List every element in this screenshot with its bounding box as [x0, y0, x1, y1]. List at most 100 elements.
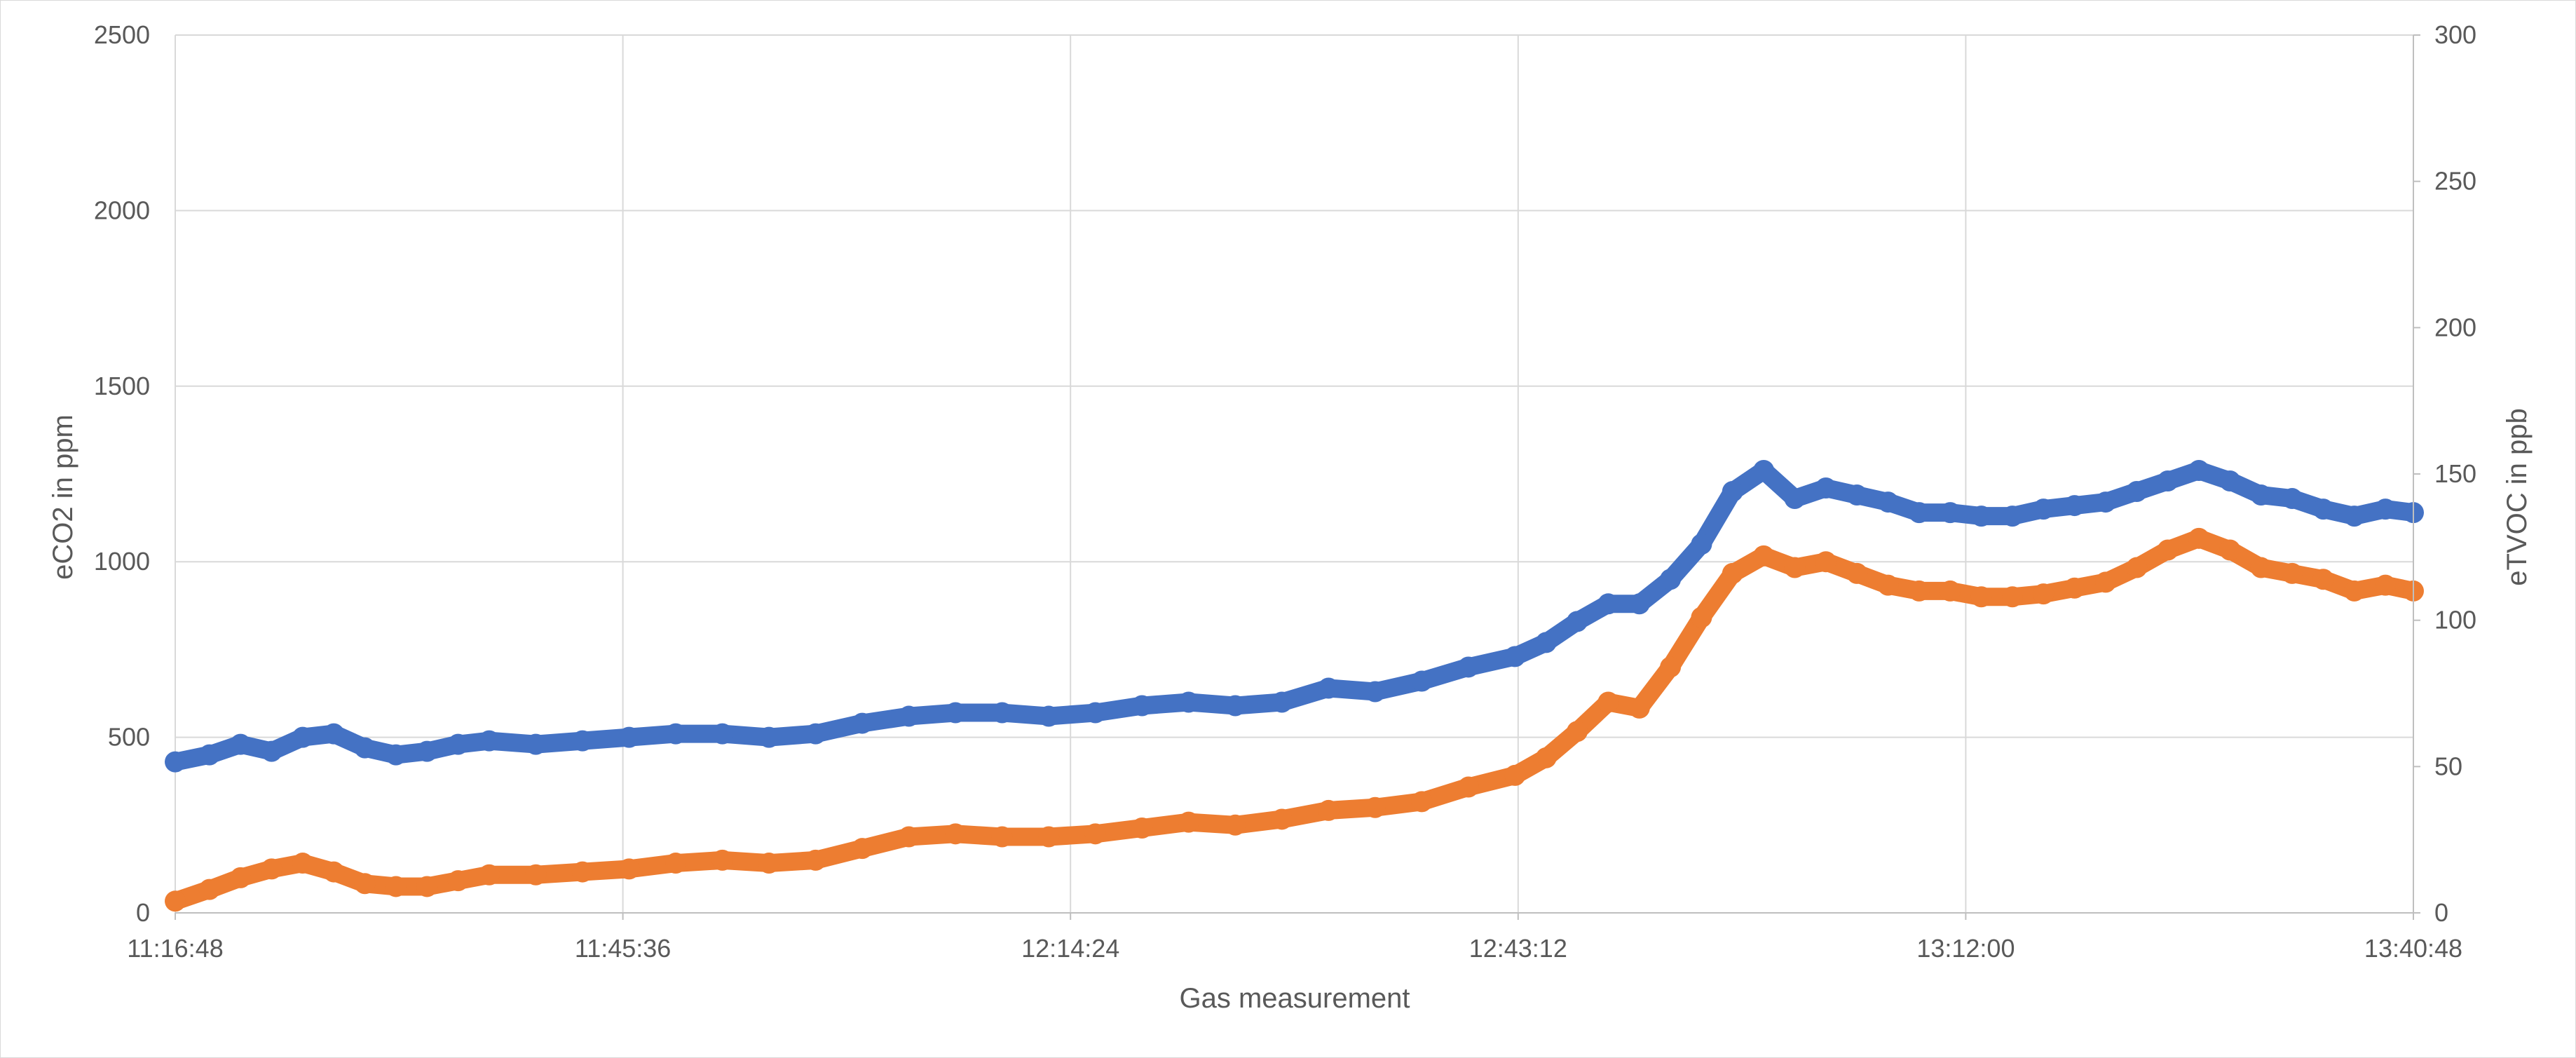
data-point — [2157, 539, 2179, 561]
data-point — [2282, 488, 2303, 510]
data-point — [1411, 670, 1433, 692]
data-point — [852, 838, 873, 860]
data-point — [618, 858, 640, 880]
y-left-tick-label: 500 — [108, 723, 150, 752]
data-point — [1628, 593, 1650, 615]
data-point — [1504, 764, 1526, 786]
x-tick-label: 13:12:00 — [1916, 934, 2015, 963]
y-left-tick-label: 2000 — [94, 196, 150, 224]
y-right-tick-label: 50 — [2434, 752, 2462, 780]
data-point — [618, 726, 640, 748]
data-point — [261, 858, 282, 880]
data-point — [1722, 562, 1743, 584]
data-point — [2188, 459, 2210, 481]
data-point — [1364, 796, 1386, 818]
data-point — [1567, 721, 1588, 742]
x-tick-label: 12:43:12 — [1469, 934, 1567, 963]
data-point — [1038, 826, 1060, 848]
data-point — [2375, 574, 2397, 596]
data-point — [1457, 776, 1479, 798]
data-point — [1225, 814, 1246, 836]
data-point — [711, 723, 733, 745]
data-point — [2312, 569, 2334, 590]
data-point — [416, 740, 438, 762]
data-point — [1784, 557, 1806, 578]
y-axis-right-title: eTVOC in ppb — [2502, 408, 2533, 585]
data-point — [1970, 586, 1992, 608]
data-point — [2064, 577, 2085, 599]
data-point — [1908, 502, 1930, 524]
data-point — [198, 879, 220, 900]
data-point — [898, 826, 920, 848]
data-point — [2250, 557, 2272, 578]
data-point — [1597, 593, 1619, 615]
y-right-tick-label: 100 — [2434, 606, 2476, 635]
data-point — [991, 702, 1013, 724]
data-point — [1846, 484, 1868, 506]
data-point — [198, 744, 220, 766]
data-point — [1084, 702, 1106, 724]
data-point — [1131, 817, 1153, 839]
data-point — [2033, 499, 2054, 520]
data-point — [1722, 481, 1743, 503]
data-point — [2188, 527, 2210, 549]
data-point — [571, 730, 593, 752]
data-point — [1225, 695, 1246, 717]
data-point — [2343, 580, 2365, 602]
data-point — [1597, 691, 1619, 713]
data-point — [1411, 791, 1433, 813]
series-2 — [165, 527, 2424, 912]
data-point — [2219, 470, 2241, 492]
data-point — [478, 864, 500, 886]
x-tick-label: 11:16:48 — [127, 934, 223, 963]
data-point — [230, 867, 252, 888]
data-point — [385, 876, 407, 897]
data-point — [1908, 580, 1930, 602]
data-point — [1940, 580, 1961, 602]
data-point — [1178, 811, 1199, 833]
y-right-tick-label: 300 — [2434, 20, 2476, 49]
data-point — [945, 702, 967, 724]
data-point — [385, 744, 407, 766]
data-point — [2126, 557, 2148, 578]
data-point — [1084, 823, 1106, 845]
y-axis-left-title: eCO2 in ppm — [48, 414, 79, 580]
data-point — [1457, 656, 1479, 678]
data-point — [2375, 499, 2397, 520]
data-point — [1131, 695, 1153, 717]
axes: 0 500 1000 1500 2000 2500 0 50 100 150 200 250 300 11… — [94, 20, 2476, 963]
data-point — [2033, 583, 2054, 605]
data-point — [665, 723, 686, 745]
data-point — [447, 870, 469, 892]
data-point — [945, 823, 967, 845]
data-point — [1815, 551, 1836, 573]
x-tick-label: 11:45:36 — [575, 934, 671, 963]
data-point — [1940, 502, 1961, 524]
data-point — [292, 726, 313, 748]
data-point — [2219, 539, 2241, 561]
data-point — [292, 853, 313, 874]
data-point — [323, 723, 345, 745]
data-point — [1271, 691, 1293, 713]
data-point — [1318, 677, 1340, 699]
data-point — [1753, 459, 1775, 481]
data-point — [2157, 470, 2179, 492]
y-right-tick-label: 250 — [2434, 167, 2476, 196]
y-left-tick-label: 0 — [136, 898, 150, 927]
data-point — [2001, 586, 2023, 608]
data-point — [852, 712, 873, 734]
data-point — [1660, 569, 1682, 590]
data-point — [354, 873, 376, 895]
data-point — [1535, 632, 1557, 653]
series-1 — [165, 459, 2424, 773]
data-point — [2001, 506, 2023, 527]
data-point — [447, 733, 469, 755]
data-point — [711, 849, 733, 871]
data-point — [525, 733, 547, 755]
series-layer — [165, 459, 2424, 912]
data-point — [2312, 499, 2334, 520]
x-tick-label: 12:14:24 — [1021, 934, 1119, 963]
data-point — [1271, 808, 1293, 830]
data-point — [1567, 611, 1588, 632]
